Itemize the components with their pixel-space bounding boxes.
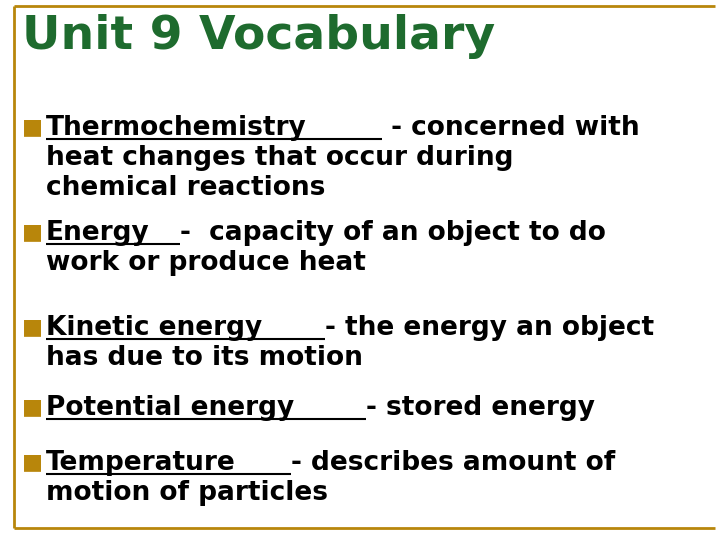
Text: - concerned with: - concerned with bbox=[382, 115, 640, 141]
Text: Potential energy: Potential energy bbox=[46, 395, 294, 421]
Text: Thermochemistry: Thermochemistry bbox=[46, 115, 307, 141]
Text: Energy: Energy bbox=[46, 220, 150, 246]
Text: ■: ■ bbox=[22, 317, 43, 337]
Text: -  capacity of an object to do: - capacity of an object to do bbox=[180, 220, 606, 246]
Text: Temperature: Temperature bbox=[46, 450, 235, 476]
Text: - stored energy: - stored energy bbox=[366, 395, 595, 421]
Text: Kinetic energy: Kinetic energy bbox=[46, 315, 262, 341]
Text: ■: ■ bbox=[22, 117, 43, 137]
Text: ■: ■ bbox=[22, 397, 43, 417]
Text: work or produce heat: work or produce heat bbox=[46, 250, 366, 276]
Text: ■: ■ bbox=[22, 222, 43, 242]
Text: - describes amount of: - describes amount of bbox=[291, 450, 615, 476]
Text: heat changes that occur during: heat changes that occur during bbox=[46, 145, 513, 171]
Text: chemical reactions: chemical reactions bbox=[46, 175, 325, 201]
Text: ■: ■ bbox=[22, 452, 43, 472]
Text: - the energy an object: - the energy an object bbox=[325, 315, 654, 341]
Text: Unit 9 Vocabulary: Unit 9 Vocabulary bbox=[22, 14, 495, 59]
Text: motion of particles: motion of particles bbox=[46, 480, 328, 506]
Text: has due to its motion: has due to its motion bbox=[46, 345, 363, 371]
